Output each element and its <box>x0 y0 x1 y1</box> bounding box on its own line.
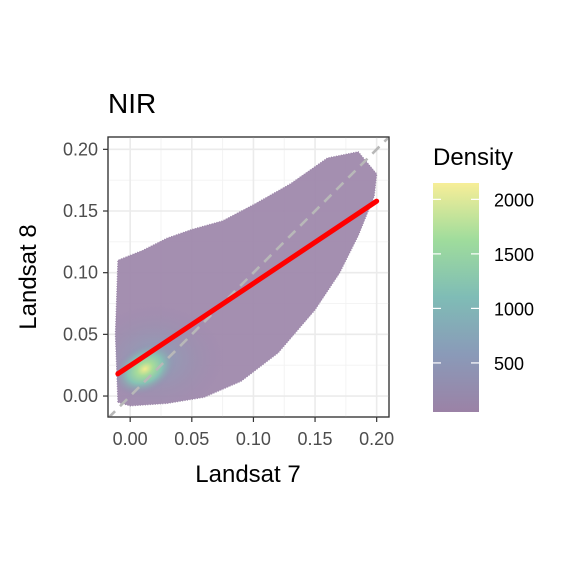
panel-border <box>107 136 390 418</box>
x-axis: 0.00 0.05 0.10 0.15 0.20 <box>113 417 394 449</box>
y-tick-label: 0.05 <box>63 324 98 344</box>
legend-break-label: 1000 <box>494 299 534 319</box>
x-tick-label: 0.15 <box>298 429 333 449</box>
y-tick-label: 0.15 <box>63 201 98 221</box>
density-core-region <box>115 342 177 396</box>
chart-title: NIR <box>108 88 156 119</box>
legend-break-label: 1500 <box>494 245 534 265</box>
legend-breaks: 500 1000 1500 2000 <box>433 190 534 374</box>
y-tick-label: 0.20 <box>63 139 98 159</box>
regression-fit-line <box>115 198 380 377</box>
legend-colorbar <box>433 183 479 412</box>
y-tick-label: 0.10 <box>63 263 98 283</box>
x-tick-label: 0.00 <box>113 429 148 449</box>
plot-panel <box>107 136 390 418</box>
y-tick-label: 0.00 <box>63 386 98 406</box>
x-tick-label: 0.10 <box>236 429 271 449</box>
legend-break-label: 500 <box>494 354 524 374</box>
legend-break-label: 2000 <box>494 190 534 210</box>
y-axis: 0.00 0.05 0.10 0.15 0.20 <box>63 139 108 406</box>
legend: Density 500 1000 1500 2000 <box>433 144 534 412</box>
legend-title: Density <box>433 144 513 171</box>
x-tick-label: 0.20 <box>359 429 394 449</box>
x-axis-title: Landsat 7 <box>195 461 300 488</box>
identity-line <box>108 137 389 417</box>
y-axis-title: Landsat 8 <box>15 224 42 329</box>
x-tick-label: 0.05 <box>174 429 209 449</box>
